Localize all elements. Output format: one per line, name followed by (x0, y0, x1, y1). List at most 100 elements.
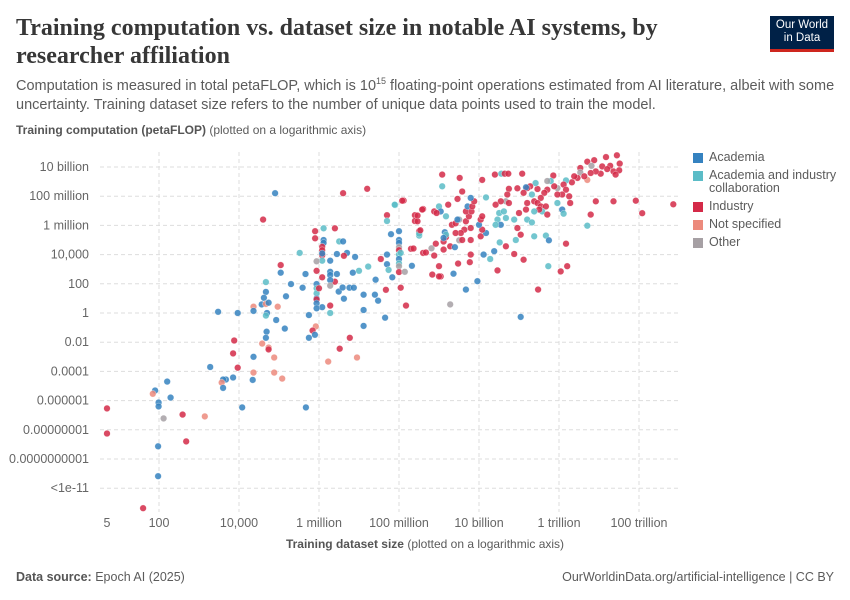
data-point-academia[interactable] (340, 295, 348, 303)
data-point-academia[interactable] (383, 260, 391, 268)
data-point-academia[interactable] (467, 194, 475, 202)
legend-item[interactable]: Industry (693, 200, 844, 213)
data-point-industry[interactable] (534, 185, 541, 193)
data-point-other[interactable] (160, 414, 168, 422)
legend-item[interactable]: Not specified (693, 218, 844, 231)
data-point-other[interactable] (313, 257, 321, 265)
data-point-industry[interactable] (513, 184, 521, 192)
data-point-academia[interactable] (234, 309, 242, 317)
data-point-academia[interactable] (333, 250, 341, 258)
data-point-other[interactable] (428, 244, 435, 252)
data-point-industry[interactable] (229, 349, 237, 357)
data-point-industry[interactable] (570, 172, 578, 180)
data-point-industry[interactable] (592, 197, 600, 205)
data-point-academia-and-industry-collaboration[interactable] (496, 238, 504, 246)
data-point-academia-and-industry-collaboration[interactable] (512, 236, 520, 244)
data-point-industry[interactable] (422, 249, 430, 256)
data-point-academia[interactable] (277, 269, 285, 277)
data-point-industry[interactable] (395, 268, 403, 276)
data-point-academia[interactable] (371, 291, 379, 299)
data-point-industry[interactable] (522, 206, 530, 214)
data-point-academia[interactable] (167, 394, 175, 402)
data-point-industry[interactable] (103, 430, 111, 437)
data-point-academia-and-industry-collaboration[interactable] (482, 193, 490, 201)
data-point-industry[interactable] (543, 211, 551, 219)
data-point-academia-and-industry-collaboration[interactable] (544, 262, 552, 270)
data-point-industry[interactable] (534, 286, 542, 294)
data-point-industry[interactable] (518, 170, 526, 178)
data-point-academia[interactable] (545, 236, 553, 244)
data-point-academia-and-industry-collaboration[interactable] (500, 207, 508, 215)
data-point-academia[interactable] (360, 322, 368, 330)
data-point-industry[interactable] (478, 226, 486, 234)
data-point-other[interactable] (395, 262, 403, 270)
data-point-industry[interactable] (179, 411, 187, 419)
data-point-industry[interactable] (565, 192, 573, 200)
data-point-academia[interactable] (229, 374, 237, 381)
data-point-industry[interactable] (478, 212, 486, 220)
data-point-academia[interactable] (517, 313, 525, 321)
data-point-industry[interactable] (383, 211, 391, 219)
data-point-industry[interactable] (523, 199, 531, 207)
data-point-industry[interactable] (590, 156, 598, 164)
data-point-industry[interactable] (583, 158, 591, 166)
data-point-academia-and-industry-collaboration[interactable] (492, 221, 500, 229)
data-point-not-specified[interactable] (278, 375, 286, 383)
data-point-academia[interactable] (360, 291, 368, 299)
data-point-industry[interactable] (331, 224, 339, 232)
data-point-industry[interactable] (638, 209, 646, 217)
data-point-academia-and-industry-collaboration[interactable] (583, 222, 591, 230)
data-point-industry[interactable] (502, 242, 510, 250)
data-point-industry[interactable] (562, 240, 570, 248)
data-point-academia[interactable] (214, 308, 222, 316)
data-point-industry[interactable] (458, 236, 466, 244)
data-point-industry[interactable] (466, 258, 474, 266)
data-point-academia[interactable] (260, 294, 268, 302)
data-point-academia[interactable] (302, 403, 310, 411)
data-point-academia[interactable] (313, 304, 321, 312)
data-point-industry[interactable] (580, 172, 588, 180)
data-point-academia[interactable] (219, 384, 227, 392)
data-point-academia[interactable] (349, 269, 357, 277)
data-point-industry[interactable] (454, 195, 461, 203)
data-point-academia-and-industry-collaboration[interactable] (530, 232, 538, 240)
legend-item[interactable]: Academia and industry collaboration (693, 169, 844, 195)
data-point-industry[interactable] (520, 256, 528, 264)
data-point-industry[interactable] (432, 240, 440, 248)
data-point-academia-and-industry-collaboration[interactable] (262, 312, 270, 320)
data-point-industry[interactable] (603, 165, 611, 173)
data-point-academia[interactable] (360, 306, 368, 314)
data-point-academia[interactable] (302, 270, 309, 278)
data-point-industry[interactable] (311, 227, 319, 235)
data-point-academia[interactable] (326, 257, 334, 265)
data-point-academia[interactable] (339, 284, 347, 291)
data-point-academia[interactable] (263, 328, 271, 336)
data-point-industry[interactable] (428, 271, 436, 279)
data-point-industry[interactable] (587, 211, 595, 219)
data-point-academia[interactable] (238, 403, 246, 411)
data-point-academia[interactable] (387, 230, 395, 238)
data-point-industry[interactable] (520, 189, 528, 197)
data-point-academia[interactable] (305, 334, 313, 342)
data-point-academia-and-industry-collaboration[interactable] (438, 182, 446, 190)
data-point-industry[interactable] (467, 251, 475, 259)
data-point-industry[interactable] (340, 252, 348, 260)
data-point-industry[interactable] (542, 202, 550, 210)
data-point-not-specified[interactable] (270, 369, 278, 377)
data-point-industry[interactable] (456, 174, 464, 182)
data-point-industry[interactable] (339, 189, 347, 197)
data-point-academia[interactable] (454, 216, 461, 224)
data-point-industry[interactable] (612, 171, 620, 179)
data-point-industry[interactable] (537, 194, 545, 202)
data-point-academia[interactable] (287, 280, 295, 288)
data-point-industry[interactable] (398, 197, 406, 205)
data-point-not-specified[interactable] (149, 390, 157, 398)
footer-link[interactable]: OurWorldinData.org/artificial-intelligen… (562, 570, 834, 584)
data-point-academia[interactable] (262, 288, 270, 296)
data-point-academia[interactable] (480, 251, 488, 259)
data-point-academia[interactable] (490, 247, 498, 255)
data-point-industry[interactable] (182, 437, 190, 445)
data-point-not-specified[interactable] (353, 354, 361, 361)
data-point-academia-and-industry-collaboration[interactable] (528, 191, 536, 198)
data-point-industry[interactable] (435, 262, 443, 270)
